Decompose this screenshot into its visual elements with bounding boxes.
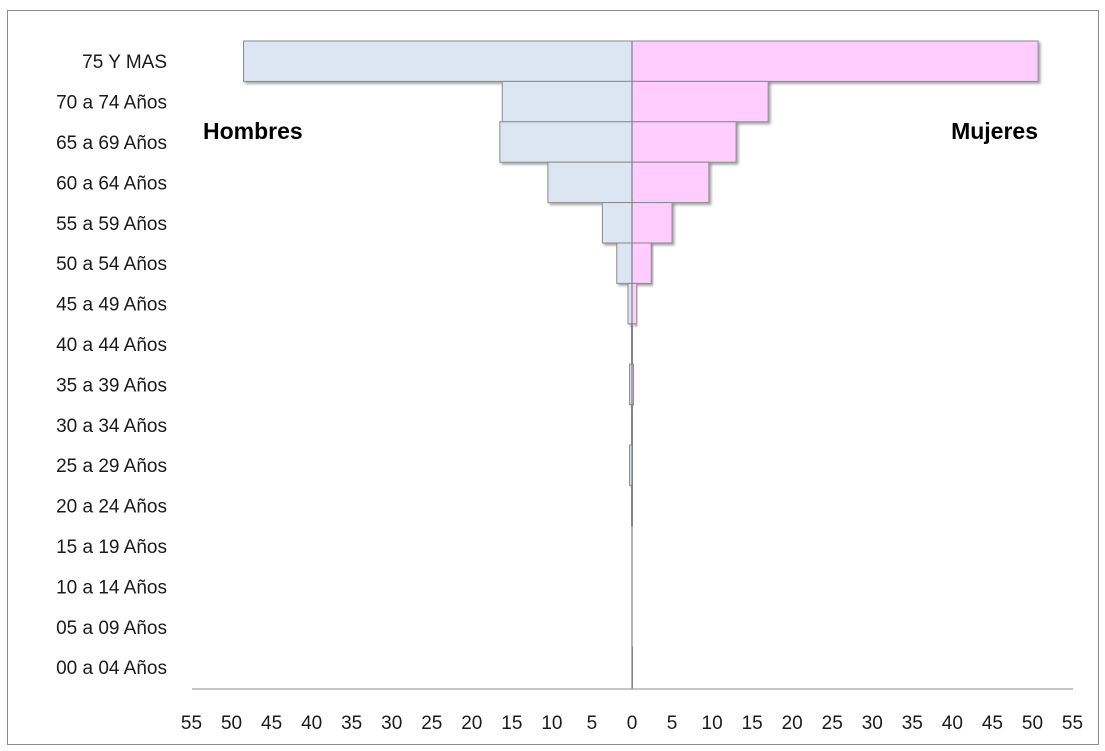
series-label-mujeres: Mujeres [951,118,1038,144]
category-label-11: 20 a 24 Años [56,497,167,518]
x-tick-22: 55 [1062,713,1083,734]
bar-mujeres-04 [631,202,673,244]
category-label-05: 50 a 54 Años [56,254,167,275]
x-tick-11: 0 [627,713,638,734]
category-label-15: 00 a 04 Años [56,658,167,679]
category-label-13: 10 a 14 Años [56,577,167,598]
bar-hombres-03 [547,161,633,204]
bar-hombres-04 [601,202,633,244]
category-labels: 75 Y MAS 70 a 74 Años 65 a 69 Años 60 a 64 … [56,52,167,679]
x-tick-18: 35 [902,713,923,734]
bar-mujeres-05 [631,242,652,284]
bar-hombres-05 [616,242,633,284]
series-label-hombres: Hombres [203,118,303,144]
category-label-01: 70 a 74 Años [56,93,167,114]
category-label-04: 55 a 59 Años [56,214,167,235]
x-tick-19: 40 [942,713,963,734]
bar-mujeres-03 [631,161,710,204]
x-tick-20: 45 [982,713,1003,734]
x-tick-14: 15 [742,713,763,734]
category-label-10: 25 a 29 Años [56,456,167,477]
x-tick-16: 25 [822,713,843,734]
x-tick-6: 25 [421,713,442,734]
category-label-03: 60 a 64 Años [56,173,167,194]
axis-layer [192,41,1073,690]
bar-hombres-00 [243,40,633,82]
x-tick-labels: 55 50 45 40 35 30 25 20 15 10 5 0 5 10 15 20 25 30 35 40 45 5… [181,713,1083,734]
category-label-12: 15 a 19 Años [56,537,167,558]
x-tick-8: 15 [501,713,522,734]
bars-layer [243,40,1039,688]
x-tick-12: 5 [667,713,678,734]
x-tick-21: 50 [1022,713,1043,734]
category-label-07: 40 a 44 Años [56,335,167,356]
bar-hombres-01 [501,80,633,123]
x-tick-10: 5 [587,713,598,734]
x-tick-9: 10 [541,713,562,734]
chart-frame [7,10,1099,745]
x-tick-5: 30 [381,713,402,734]
bar-hombres-06 [627,282,633,325]
bar-mujeres-00 [631,40,1039,82]
x-tick-1: 50 [221,713,242,734]
x-tick-3: 40 [301,713,322,734]
bar-mujeres-01 [631,80,769,123]
category-label-09: 30 a 34 Años [56,416,167,437]
category-label-08: 35 a 39 Años [56,375,167,396]
x-tick-4: 35 [341,713,362,734]
x-tick-0: 55 [181,713,202,734]
category-label-14: 05 a 09 Años [56,618,167,639]
x-tick-2: 45 [261,713,282,734]
bar-mujeres-02 [631,121,737,163]
bar-mujeres-06 [631,282,638,325]
bar-hombres-02 [499,121,633,163]
x-tick-15: 20 [782,713,803,734]
category-label-02: 65 a 69 Años [56,133,167,154]
category-label-00: 75 Y MAS [82,52,167,73]
x-tick-13: 10 [702,713,723,734]
category-label-06: 45 a 49 Años [56,295,167,316]
x-tick-7: 20 [461,713,482,734]
x-tick-17: 30 [862,713,883,734]
